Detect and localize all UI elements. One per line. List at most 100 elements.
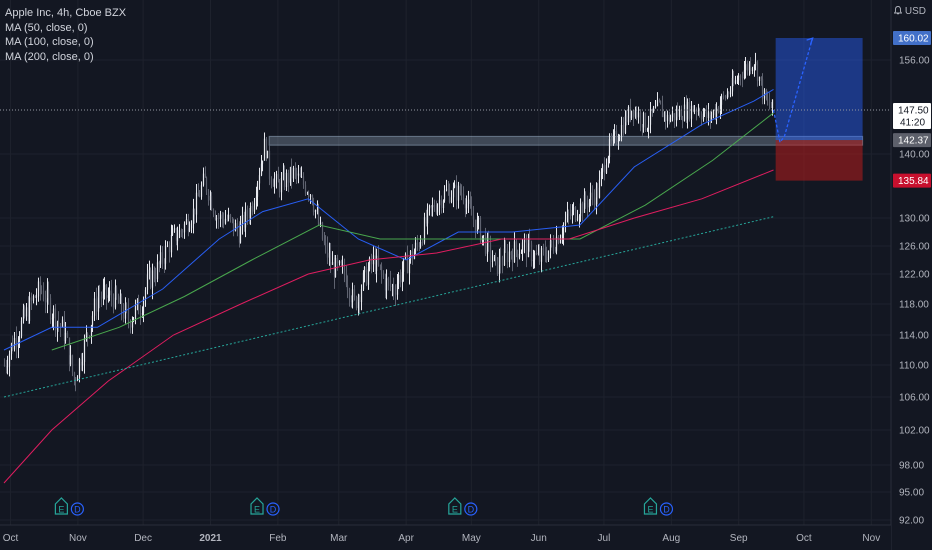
candle-body	[741, 77, 744, 79]
candle-body	[222, 218, 225, 224]
indicator-ma200[interactable]: MA (200, close, 0)	[5, 50, 94, 63]
ma-line-ma100	[51, 112, 774, 351]
dividend-marker-shape	[659, 502, 674, 516]
candle-body	[367, 269, 370, 285]
candle-body	[280, 178, 283, 193]
candle-body	[175, 228, 178, 242]
candle-body	[61, 319, 64, 328]
candle-body	[613, 131, 616, 135]
candle-body	[583, 195, 586, 213]
candle-body	[635, 110, 638, 118]
event-letter: D	[270, 505, 277, 515]
candle-body	[751, 68, 754, 71]
candles	[3, 52, 774, 392]
candle-body	[629, 106, 632, 119]
x-tick-label: Oct	[796, 533, 812, 544]
candle-body	[435, 209, 438, 213]
candle-body	[453, 184, 456, 188]
candle-body	[658, 100, 661, 102]
candle-body	[324, 243, 327, 244]
candle-body	[86, 333, 89, 336]
candle-body	[581, 203, 584, 213]
candle-body	[69, 355, 72, 365]
candle-body	[632, 110, 635, 117]
candle-body	[214, 213, 217, 220]
time-axis[interactable]	[0, 525, 891, 550]
projection-path[interactable]	[772, 37, 814, 144]
candle-body	[170, 234, 173, 253]
candle-body	[717, 107, 720, 113]
candle-body	[30, 297, 33, 301]
candle-body	[669, 117, 672, 122]
candle-body	[729, 91, 732, 95]
candle-body	[651, 109, 654, 113]
candle-body	[256, 183, 259, 197]
candle-body	[198, 196, 201, 198]
candle-body	[329, 252, 332, 265]
candle-body	[511, 254, 514, 263]
x-tick-label: Nov	[862, 533, 880, 544]
candle-body	[494, 255, 497, 258]
candle-body	[771, 99, 774, 109]
moving-averages	[3, 88, 774, 484]
candle-body	[275, 174, 278, 180]
candle-body	[283, 172, 286, 188]
candle-body	[370, 258, 373, 265]
candle-body	[664, 112, 667, 121]
currency-selector[interactable]: USD	[893, 6, 926, 17]
candle-body	[249, 205, 252, 218]
currency-label: USD	[904, 6, 926, 17]
candle-body	[97, 296, 100, 312]
candle-body	[724, 96, 727, 98]
candle-body	[93, 298, 96, 316]
candle-body	[114, 287, 117, 308]
candle-body	[530, 243, 533, 261]
candle-body	[392, 286, 395, 294]
candle-body	[425, 217, 428, 224]
candle-body	[80, 358, 83, 366]
candle-body	[654, 106, 657, 108]
candle-body	[183, 223, 186, 233]
price-axis[interactable]	[891, 0, 932, 550]
candle-body	[396, 283, 399, 295]
candle-body	[727, 93, 730, 95]
candle-body	[731, 77, 734, 92]
candle-body	[601, 165, 604, 172]
dividend-marker-shape	[266, 502, 280, 516]
candle-body	[617, 140, 620, 143]
candle-body	[59, 324, 62, 328]
candle-body	[136, 299, 139, 306]
indicator-ma100[interactable]: MA (100, close, 0)	[5, 36, 94, 48]
indicator-ma50[interactable]: MA (50, close, 0)	[5, 21, 88, 34]
candle-body	[309, 195, 312, 197]
candle-body	[357, 297, 360, 309]
candle-body	[445, 189, 448, 191]
candle-body	[107, 295, 110, 298]
candle-body	[690, 105, 693, 119]
candle-body	[571, 209, 574, 217]
candle-body	[178, 230, 181, 238]
x-tick-label: May	[462, 533, 481, 544]
candle-body	[149, 269, 152, 288]
target-zone	[775, 38, 863, 141]
candle-body	[241, 214, 244, 225]
x-tick-label: Feb	[269, 533, 287, 544]
candle-body	[397, 275, 400, 284]
candle-body	[88, 335, 91, 337]
candle-body	[131, 321, 134, 328]
long-position-tool[interactable]	[775, 38, 863, 181]
candle-body	[120, 295, 123, 313]
chart-title[interactable]: Apple Inc, 4h, Cboe BZX	[5, 7, 127, 19]
candle-body	[675, 111, 678, 121]
candle-body	[486, 236, 489, 254]
candle-body	[273, 179, 276, 187]
candle-body	[595, 187, 598, 206]
candle-body	[666, 114, 669, 121]
candle-body	[719, 104, 722, 113]
candle-body	[15, 337, 18, 347]
candle-body	[552, 244, 555, 251]
candle-body	[692, 105, 695, 112]
candle-body	[387, 278, 390, 281]
